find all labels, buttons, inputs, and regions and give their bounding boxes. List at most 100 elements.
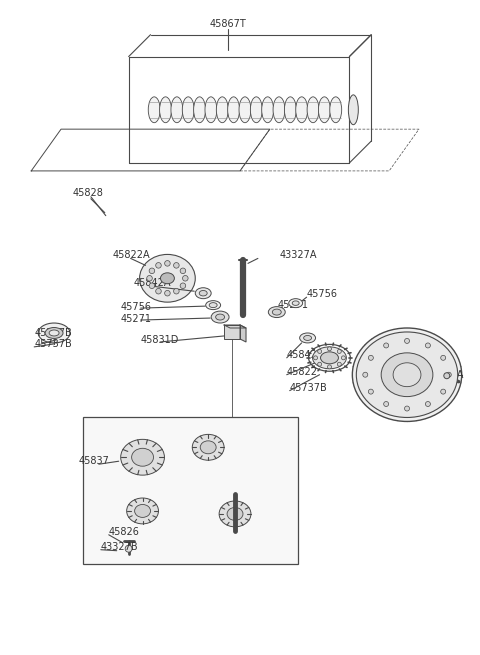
Circle shape — [149, 283, 155, 288]
Ellipse shape — [199, 290, 207, 296]
Ellipse shape — [330, 97, 342, 122]
Ellipse shape — [312, 347, 347, 369]
Ellipse shape — [268, 307, 285, 318]
Text: 43327A: 43327A — [280, 250, 317, 261]
Ellipse shape — [272, 309, 281, 315]
Text: 45737B: 45737B — [34, 339, 72, 349]
Text: 45837: 45837 — [79, 457, 110, 466]
Ellipse shape — [352, 328, 462, 421]
Ellipse shape — [381, 353, 433, 396]
Ellipse shape — [296, 97, 308, 122]
Ellipse shape — [127, 498, 158, 524]
Ellipse shape — [193, 97, 205, 122]
Ellipse shape — [284, 97, 296, 122]
Circle shape — [337, 362, 341, 366]
Circle shape — [441, 389, 445, 394]
Text: 45831D: 45831D — [141, 335, 179, 345]
Ellipse shape — [148, 97, 160, 122]
Circle shape — [180, 268, 186, 274]
Ellipse shape — [219, 501, 251, 527]
Text: 45832: 45832 — [387, 350, 418, 360]
Circle shape — [156, 263, 161, 268]
Circle shape — [444, 373, 450, 379]
Ellipse shape — [288, 299, 302, 308]
Ellipse shape — [321, 352, 338, 364]
Circle shape — [425, 402, 431, 407]
Ellipse shape — [206, 301, 221, 310]
Circle shape — [384, 402, 389, 407]
Ellipse shape — [307, 97, 319, 122]
Ellipse shape — [227, 508, 243, 520]
Circle shape — [441, 356, 445, 360]
Circle shape — [318, 349, 322, 354]
Bar — [83, 417, 298, 563]
Bar — [224, 325, 240, 339]
Ellipse shape — [120, 440, 165, 475]
Ellipse shape — [300, 333, 315, 343]
Text: 45271: 45271 — [278, 300, 309, 310]
Ellipse shape — [393, 363, 421, 386]
Circle shape — [327, 365, 332, 369]
Text: 45756: 45756 — [307, 290, 337, 299]
Text: 45826: 45826 — [109, 527, 140, 537]
Text: 45822: 45822 — [287, 367, 318, 377]
Ellipse shape — [200, 441, 216, 454]
Text: 45828: 45828 — [73, 188, 104, 198]
Ellipse shape — [45, 328, 63, 339]
Circle shape — [341, 356, 346, 360]
Text: 45813A: 45813A — [427, 369, 464, 380]
Ellipse shape — [356, 332, 458, 417]
Circle shape — [174, 263, 179, 268]
Ellipse shape — [318, 97, 330, 122]
Ellipse shape — [49, 330, 59, 336]
Text: 45737B: 45737B — [290, 383, 327, 392]
Circle shape — [165, 290, 170, 296]
Circle shape — [405, 339, 409, 343]
Circle shape — [446, 372, 451, 377]
Ellipse shape — [192, 434, 224, 460]
Ellipse shape — [211, 311, 229, 323]
Circle shape — [174, 288, 179, 294]
Circle shape — [425, 343, 431, 348]
Ellipse shape — [159, 97, 171, 122]
Circle shape — [156, 288, 161, 294]
Ellipse shape — [132, 448, 154, 466]
Ellipse shape — [171, 97, 183, 122]
Ellipse shape — [182, 97, 194, 122]
Circle shape — [368, 389, 373, 394]
Ellipse shape — [216, 314, 225, 320]
Circle shape — [180, 283, 186, 288]
Circle shape — [363, 372, 368, 377]
Text: 45867T: 45867T — [210, 19, 246, 29]
Text: 45271: 45271 — [120, 314, 152, 324]
Ellipse shape — [292, 301, 299, 305]
Ellipse shape — [228, 97, 240, 122]
Text: 45737B: 45737B — [34, 328, 72, 338]
Circle shape — [327, 346, 332, 351]
Circle shape — [165, 261, 170, 266]
Text: 43327B: 43327B — [101, 542, 138, 552]
Text: 45822A: 45822A — [113, 250, 150, 261]
Ellipse shape — [348, 95, 358, 124]
Circle shape — [313, 356, 318, 360]
Polygon shape — [224, 325, 246, 328]
Circle shape — [147, 276, 152, 281]
Circle shape — [368, 356, 373, 360]
Circle shape — [125, 545, 132, 552]
Ellipse shape — [38, 323, 70, 343]
Ellipse shape — [140, 254, 195, 302]
Polygon shape — [240, 325, 246, 342]
Text: 45842A: 45842A — [133, 278, 171, 288]
Circle shape — [318, 362, 322, 366]
Ellipse shape — [251, 97, 262, 122]
Text: 45756: 45756 — [120, 302, 152, 312]
Circle shape — [384, 343, 389, 348]
Ellipse shape — [262, 97, 274, 122]
Ellipse shape — [273, 97, 285, 122]
Ellipse shape — [304, 335, 312, 341]
Ellipse shape — [239, 97, 251, 122]
Ellipse shape — [160, 273, 174, 284]
Circle shape — [337, 349, 341, 354]
Ellipse shape — [216, 97, 228, 122]
Ellipse shape — [195, 288, 211, 299]
